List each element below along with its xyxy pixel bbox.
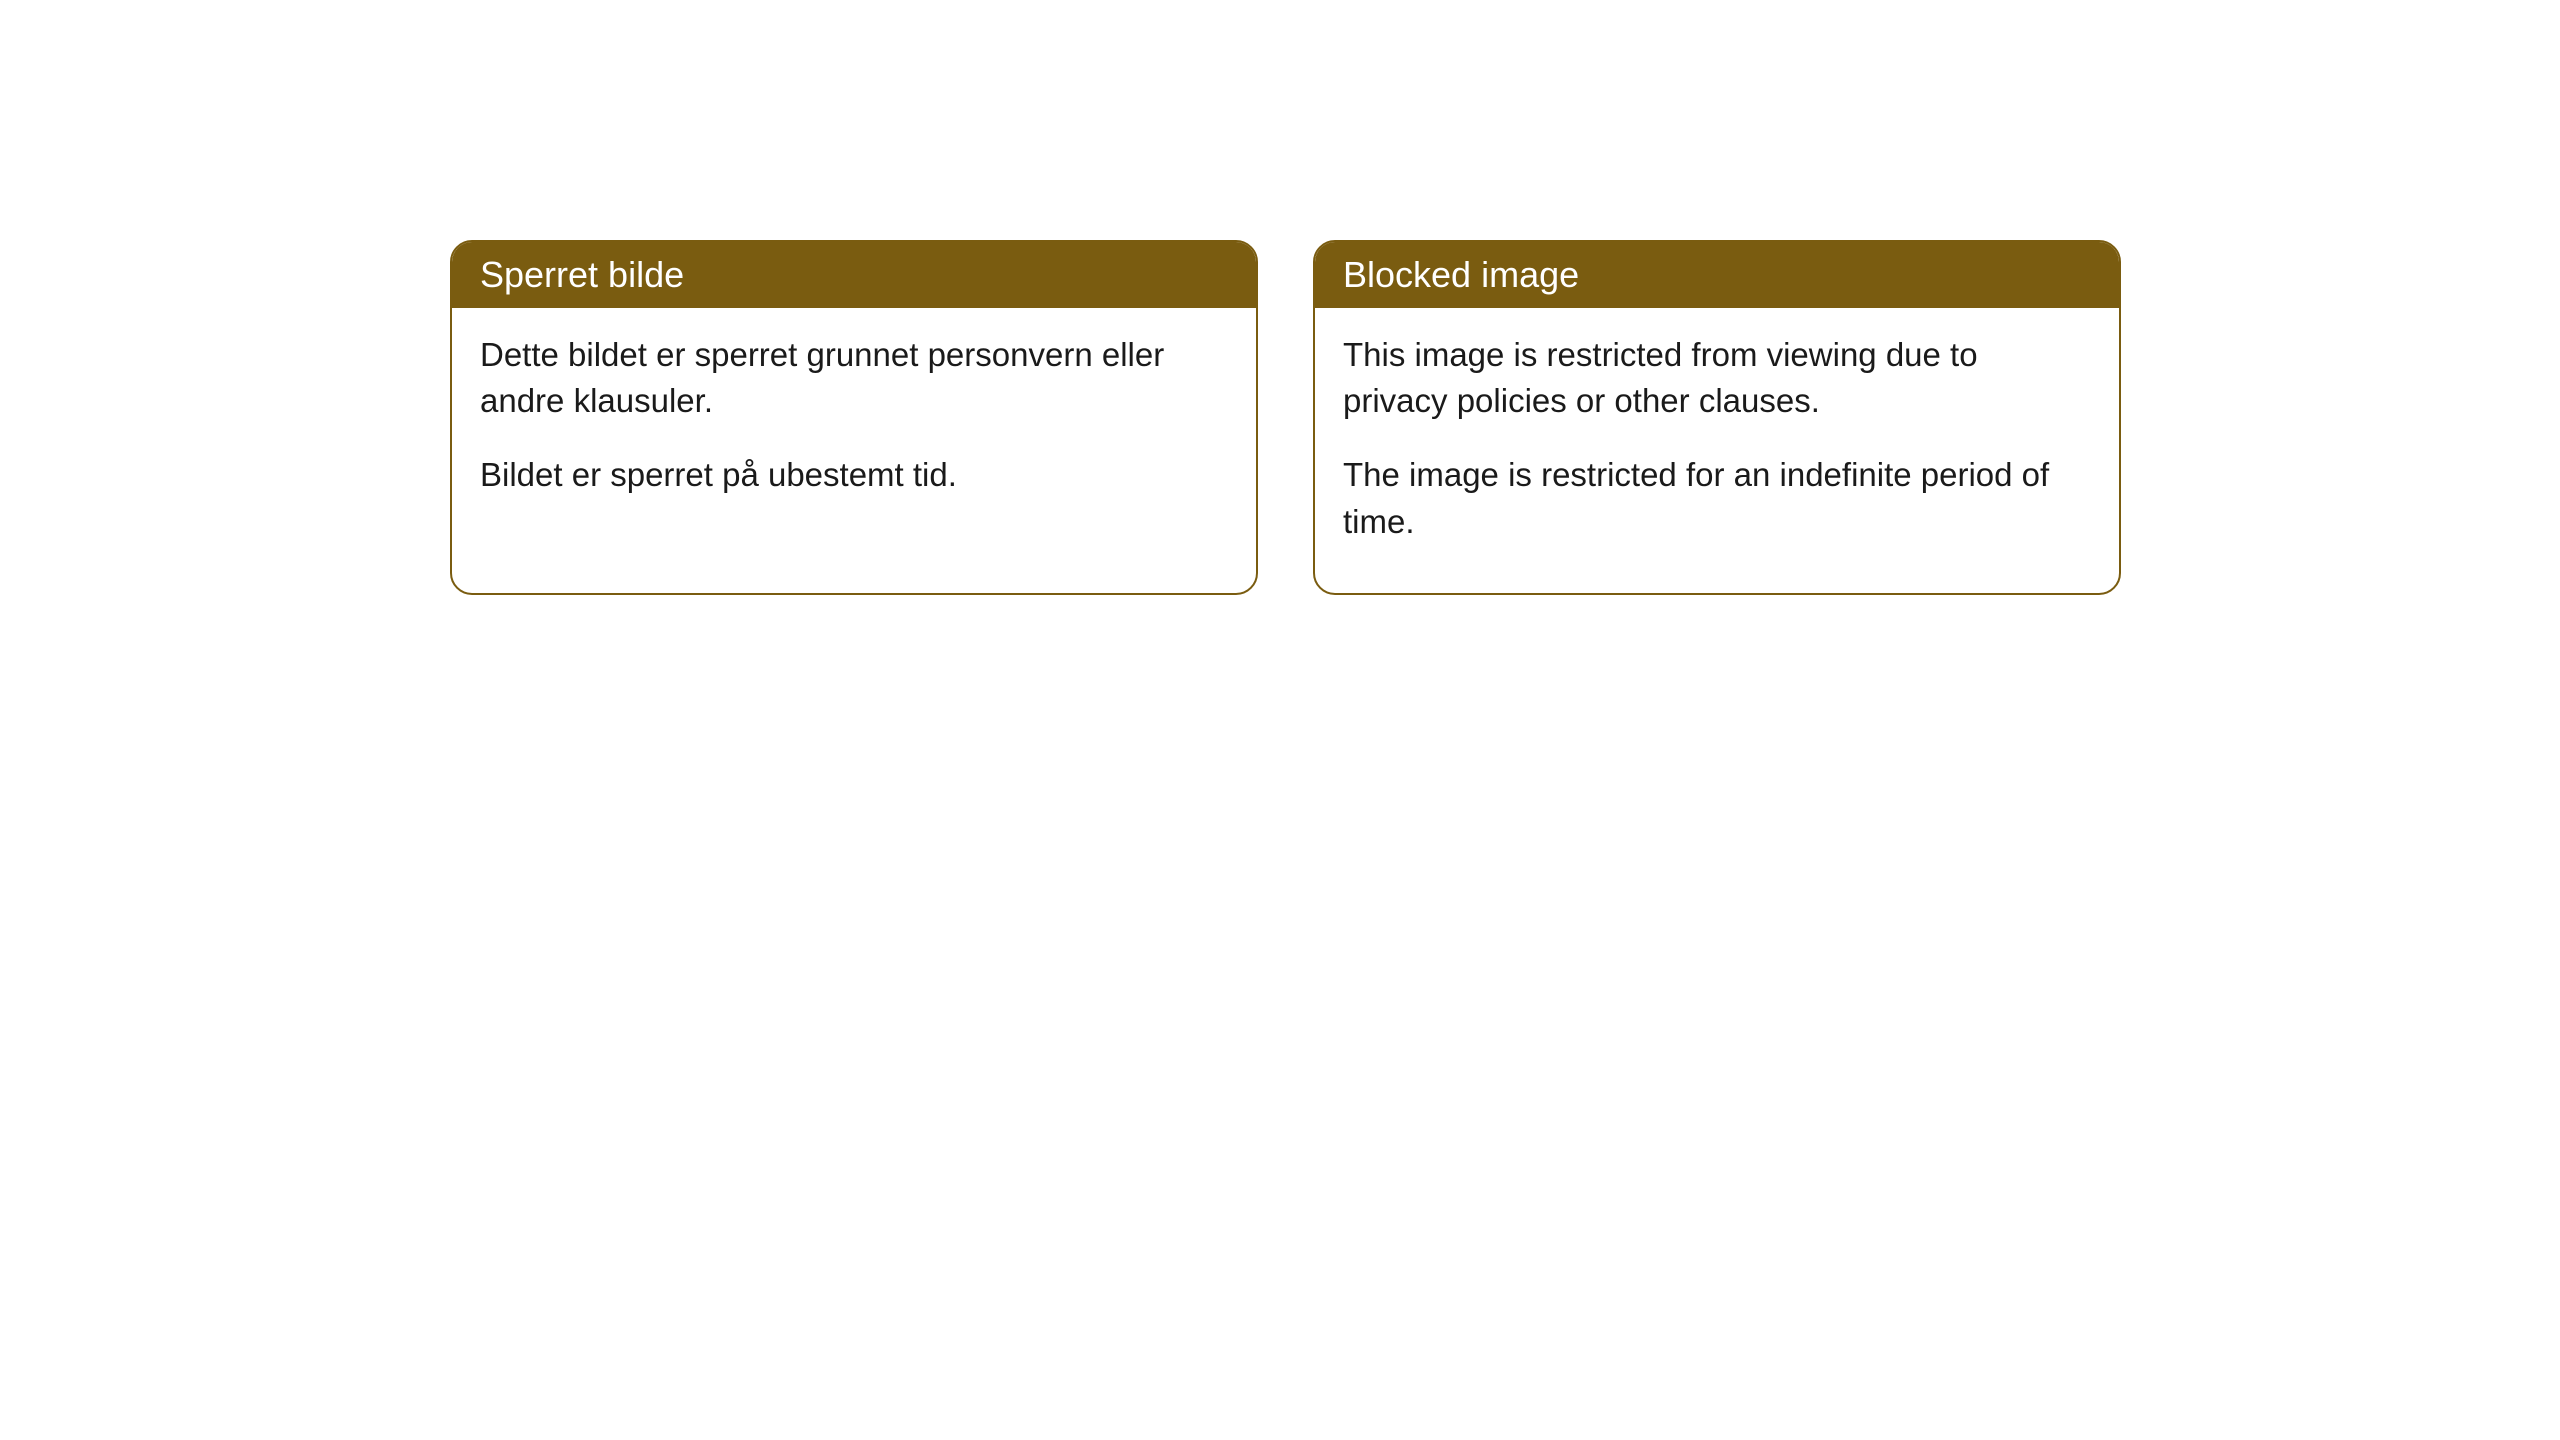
- notice-cards-container: Sperret bilde Dette bildet er sperret gr…: [450, 240, 2560, 595]
- card-paragraph-2: Bildet er sperret på ubestemt tid.: [480, 452, 1228, 498]
- card-title: Sperret bilde: [480, 254, 684, 295]
- card-header: Blocked image: [1315, 242, 2119, 308]
- card-body: Dette bildet er sperret grunnet personve…: [452, 308, 1256, 547]
- card-title: Blocked image: [1343, 254, 1579, 295]
- card-paragraph-2: The image is restricted for an indefinit…: [1343, 452, 2091, 544]
- card-header: Sperret bilde: [452, 242, 1256, 308]
- blocked-image-card-english: Blocked image This image is restricted f…: [1313, 240, 2121, 595]
- card-paragraph-1: Dette bildet er sperret grunnet personve…: [480, 332, 1228, 424]
- blocked-image-card-norwegian: Sperret bilde Dette bildet er sperret gr…: [450, 240, 1258, 595]
- card-paragraph-1: This image is restricted from viewing du…: [1343, 332, 2091, 424]
- card-body: This image is restricted from viewing du…: [1315, 308, 2119, 593]
